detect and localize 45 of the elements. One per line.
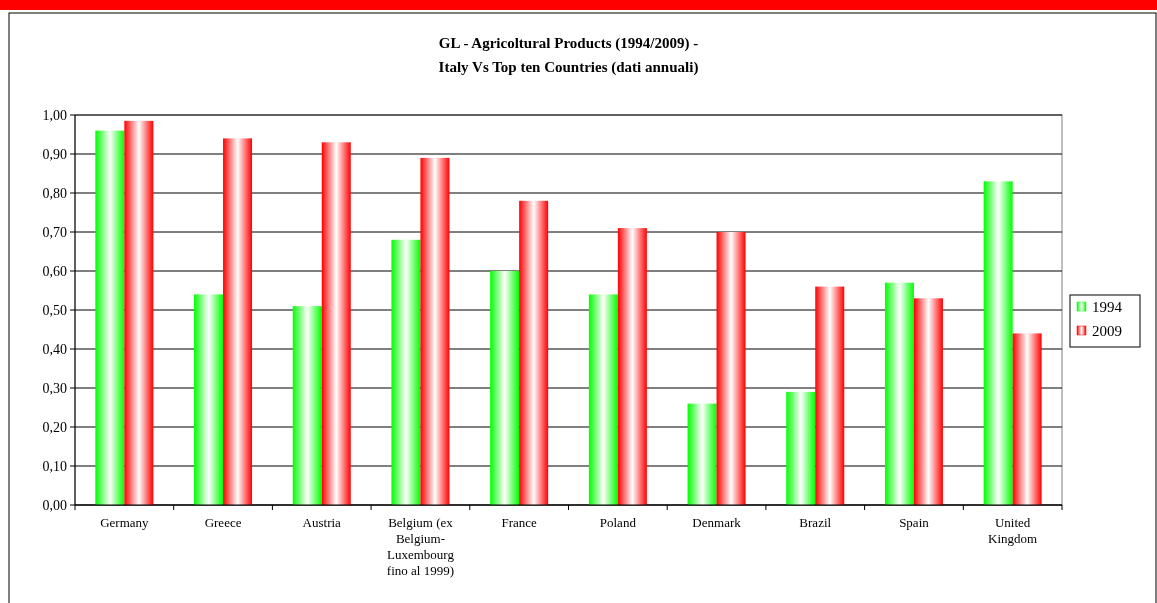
bar — [884, 282, 914, 505]
y-tick-label: 0,30 — [42, 380, 67, 396]
x-tick-label: Denmark — [692, 515, 742, 530]
x-tick-label: Spain — [899, 515, 930, 530]
y-tick-label: 0,20 — [42, 419, 67, 435]
bar — [588, 294, 618, 505]
y-tick-label: 0,70 — [42, 224, 67, 240]
x-tick-label: Austria — [302, 515, 342, 530]
bar — [1012, 333, 1042, 505]
bar — [95, 130, 125, 505]
bar — [519, 200, 549, 505]
y-tick-label: 0,60 — [42, 263, 67, 279]
legend-label: 1994 — [1092, 299, 1123, 316]
y-tick-label: 0,50 — [42, 302, 67, 318]
bar — [194, 294, 224, 505]
bar — [490, 271, 520, 505]
bar — [815, 286, 845, 505]
x-tick-label: Brazil — [799, 515, 832, 530]
y-tick-label: 0,80 — [42, 185, 67, 201]
x-tick-label: Belgium (ex Belgium-Luxembourg fino al 1999) — [386, 515, 455, 578]
x-tick-label: Greece — [204, 515, 242, 530]
y-tick-label: 1,00 — [42, 107, 67, 123]
bar — [687, 403, 717, 505]
x-tick-label: Germany — [100, 515, 150, 530]
bar — [983, 181, 1013, 505]
bar — [617, 228, 647, 505]
bar — [913, 298, 943, 505]
bar — [124, 120, 154, 505]
y-tick-label: 0,10 — [42, 458, 67, 474]
bar — [391, 239, 421, 505]
legend-label: 2009 — [1092, 323, 1122, 340]
bar — [420, 157, 450, 505]
y-tick-label: 0,00 — [42, 497, 67, 513]
bar — [716, 232, 746, 505]
bar — [786, 391, 816, 505]
x-tick-label: United Kingdom — [988, 515, 1038, 546]
x-tick-label: Poland — [599, 515, 637, 530]
x-tick-label: France — [501, 515, 538, 530]
bar — [292, 306, 322, 505]
chart-subtitle: Italy Vs Top ten Countries (dati annuali) — [438, 59, 699, 76]
bar — [223, 138, 253, 505]
y-tick-label: 0,90 — [42, 146, 67, 162]
chart-title: GL - Agricoltural Products (1994/2009) - — [438, 35, 699, 52]
bar — [321, 142, 351, 505]
y-tick-label: 0,40 — [42, 341, 67, 357]
